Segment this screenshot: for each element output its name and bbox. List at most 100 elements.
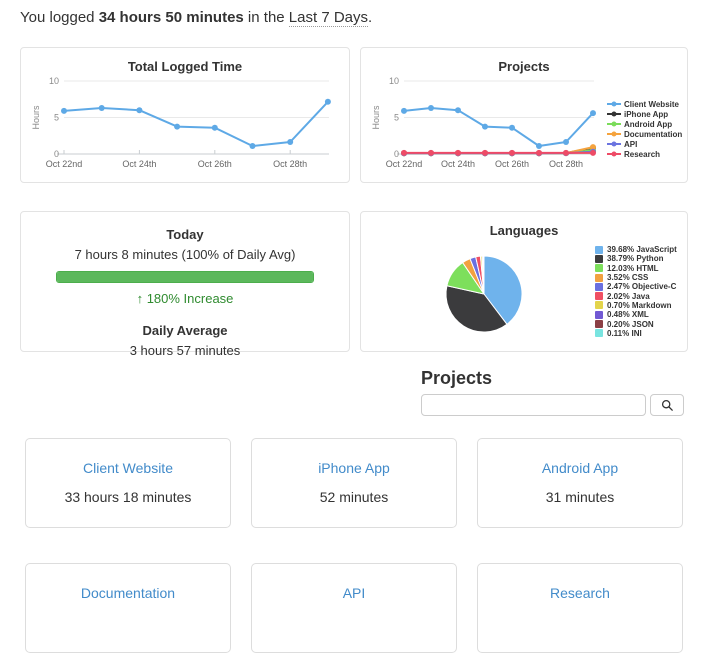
legend-label: 3.52% CSS bbox=[607, 273, 649, 283]
svg-text:Hours: Hours bbox=[371, 105, 381, 130]
legend-item: 39.68% JavaScript bbox=[595, 245, 677, 254]
projects-chart-legend: Client Website iPhone App Android App Docum… bbox=[607, 99, 682, 159]
date-range-link[interactable]: Last 7 Days bbox=[288, 9, 369, 27]
legend-item: Documentation bbox=[607, 129, 682, 139]
legend-label: Research bbox=[624, 149, 661, 159]
legend-label: 12.03% HTML bbox=[607, 263, 659, 273]
project-card: API bbox=[251, 563, 457, 653]
project-card: Research bbox=[477, 563, 683, 653]
daily-average-value: 3 hours 57 minutes bbox=[129, 343, 241, 358]
summary-middle: in the bbox=[243, 9, 289, 26]
increase-indicator: ↑ 180% Increase bbox=[21, 291, 349, 306]
increase-text: 180% Increase bbox=[146, 291, 234, 306]
legend-item: 3.52% CSS bbox=[595, 273, 677, 282]
legend-swatch-icon bbox=[595, 301, 603, 310]
legend-item: 38.79% Python bbox=[595, 254, 677, 263]
project-link-api[interactable]: API bbox=[342, 585, 366, 601]
legend-label: Android App bbox=[624, 119, 673, 129]
svg-text:Oct 26th: Oct 26th bbox=[495, 159, 529, 169]
project-card: Client Website 33 hours 18 minutes bbox=[25, 438, 231, 528]
legend-swatch-icon bbox=[595, 273, 603, 282]
svg-text:5: 5 bbox=[54, 113, 59, 123]
project-search-button[interactable] bbox=[650, 394, 684, 416]
legend-item: Research bbox=[607, 149, 682, 159]
svg-text:Oct 22nd: Oct 22nd bbox=[386, 159, 423, 169]
legend-item: iPhone App bbox=[607, 109, 682, 119]
project-time: 33 hours 18 minutes bbox=[64, 489, 192, 505]
svg-text:Oct 24th: Oct 24th bbox=[122, 159, 156, 169]
project-link-iphone-app[interactable]: iPhone App bbox=[318, 460, 390, 476]
daily-progress-fill bbox=[57, 272, 313, 282]
legend-swatch-icon bbox=[595, 329, 603, 338]
languages-pie-chart bbox=[445, 255, 523, 333]
legend-label: 38.79% Python bbox=[607, 254, 664, 264]
daily-progress-bar bbox=[56, 271, 314, 283]
legend-item: 0.70% Markdown bbox=[595, 301, 677, 310]
legend-item: 2.47% Objective-C bbox=[595, 282, 677, 291]
legend-line-marker-icon bbox=[607, 141, 621, 147]
project-link-client-website[interactable]: Client Website bbox=[82, 460, 173, 476]
legend-label: 39.68% JavaScript bbox=[607, 245, 677, 255]
svg-text:5: 5 bbox=[394, 113, 399, 123]
svg-text:Hours: Hours bbox=[31, 105, 41, 130]
project-card: Documentation bbox=[25, 563, 231, 653]
projects-chart: 0 5 10 Hours Oct 22nd Oct 24th Oct 26th Oct 28t… bbox=[371, 76, 596, 169]
legend-label: Client Website bbox=[624, 99, 679, 109]
summary-suffix: . bbox=[368, 9, 373, 26]
svg-text:Oct 24th: Oct 24th bbox=[441, 159, 475, 169]
svg-text:Oct 26th: Oct 26th bbox=[198, 159, 232, 169]
legend-swatch-icon bbox=[595, 245, 603, 254]
legend-swatch-icon bbox=[595, 264, 603, 273]
project-link-research[interactable]: Research bbox=[550, 585, 610, 601]
legend-label: iPhone App bbox=[624, 109, 669, 119]
languages-title: Languages bbox=[489, 223, 559, 238]
legend-swatch-icon bbox=[595, 254, 603, 263]
legend-label: 0.48% XML bbox=[607, 310, 649, 320]
legend-swatch-icon bbox=[595, 320, 603, 329]
project-card: iPhone App 52 minutes bbox=[251, 438, 457, 528]
legend-item: 12.03% HTML bbox=[595, 264, 677, 273]
legend-swatch-icon bbox=[595, 282, 603, 291]
legend-item: Android App bbox=[607, 119, 682, 129]
today-summary: 7 hours 8 minutes (100% of Daily Avg) bbox=[74, 247, 296, 262]
svg-text:10: 10 bbox=[389, 76, 399, 86]
legend-line-marker-icon bbox=[607, 151, 621, 157]
projects-chart-title: Projects bbox=[498, 59, 550, 74]
legend-item: API bbox=[607, 139, 682, 149]
legend-item: Client Website bbox=[607, 99, 682, 109]
svg-text:0: 0 bbox=[54, 149, 59, 159]
legend-label: Documentation bbox=[624, 129, 683, 139]
legend-label: 0.70% Markdown bbox=[607, 300, 672, 310]
search-icon bbox=[661, 399, 673, 411]
legend-item: 0.11% INI bbox=[595, 329, 677, 338]
projects-chart-panel: 0 5 10 Hours Oct 22nd Oct 24th Oct 26th Oct 28t… bbox=[360, 47, 688, 183]
legend-swatch-icon bbox=[595, 310, 603, 319]
legend-label: 2.02% Java bbox=[607, 291, 650, 301]
legend-line-marker-icon bbox=[607, 111, 621, 117]
legend-label: 0.11% INI bbox=[607, 328, 642, 338]
legend-line-marker-icon bbox=[607, 101, 621, 107]
legend-label: 0.20% JSON bbox=[607, 319, 654, 329]
legend-item: 0.20% JSON bbox=[595, 319, 677, 329]
project-link-documentation[interactable]: Documentation bbox=[80, 585, 176, 601]
legend-line-marker-icon bbox=[607, 121, 621, 127]
summary-prefix: You logged bbox=[20, 9, 99, 26]
project-link-android-app[interactable]: Android App bbox=[541, 460, 619, 476]
svg-text:Oct 28th: Oct 28th bbox=[549, 159, 583, 169]
legend-label: API bbox=[624, 139, 638, 149]
svg-text:Oct 28th: Oct 28th bbox=[273, 159, 307, 169]
today-title: Today bbox=[166, 227, 204, 242]
legend-item: 2.02% Java bbox=[595, 291, 677, 301]
today-panel: Today 7 hours 8 minutes (100% of Daily A… bbox=[20, 211, 350, 358]
summary-total-time: 34 hours 50 minutes bbox=[98, 9, 244, 26]
languages-panel: Languages 39.68% JavaScript 38.79% Python… bbox=[360, 211, 688, 352]
project-search-input[interactable] bbox=[421, 394, 646, 416]
legend-item: 0.48% XML bbox=[595, 310, 677, 319]
total-logged-time-panel: 0 5 10 Hours Oct 22nd Oct 24th Oct 26th Oct 28t… bbox=[20, 47, 350, 183]
projects-section-title: Projects bbox=[421, 368, 493, 388]
svg-text:0: 0 bbox=[394, 149, 399, 159]
total-logged-time-title: Total Logged Time bbox=[127, 59, 243, 74]
legend-swatch-icon bbox=[595, 292, 603, 301]
total-logged-time-chart: 0 5 10 Hours Oct 22nd Oct 24th Oct 26th Oct 28t… bbox=[31, 76, 331, 169]
up-arrow-icon: ↑ bbox=[136, 291, 144, 306]
